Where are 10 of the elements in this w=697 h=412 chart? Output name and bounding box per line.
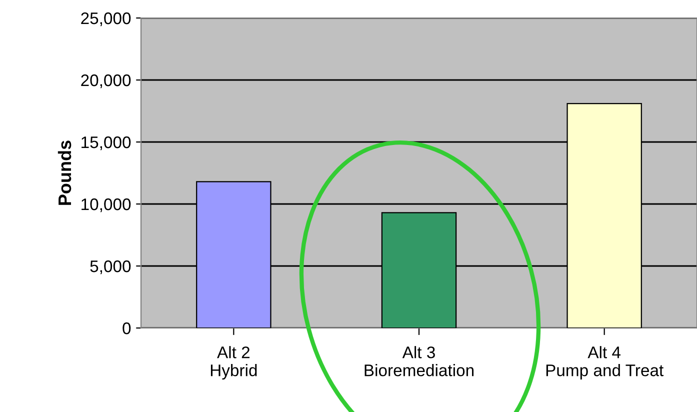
y-tick-label: 15,000 [82,136,131,150]
x-tick-label: Alt 3 Bioremediation [364,346,474,376]
x-tick-label: Alt 4 Pump and Treat [546,346,664,380]
y-tick-label: 25,000 [81,12,131,26]
y-tick-label: 5,000 [90,260,131,274]
y-tick-label: 10,000 [82,198,131,212]
y-tick-label: 20,000 [81,74,131,88]
y-axis-title: Pounds [58,140,72,205]
y-tick-label: 0 [122,322,131,334]
x-tick-label: Alt 2 Hybrid [210,346,257,380]
